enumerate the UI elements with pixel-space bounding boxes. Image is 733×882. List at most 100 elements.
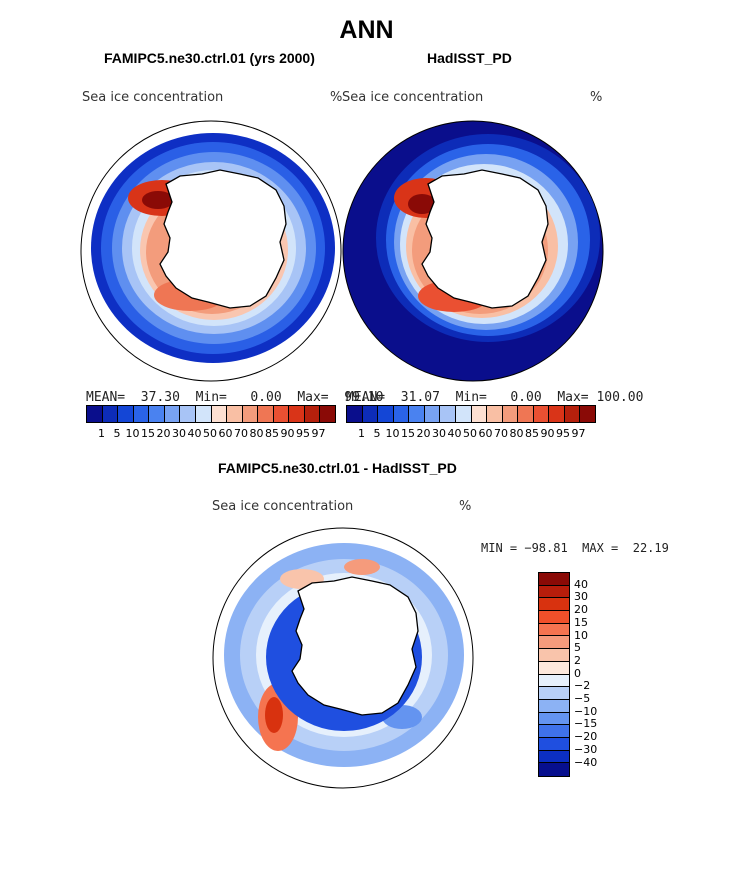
obs-variable-label: Sea ice concentration: [342, 90, 484, 105]
obs-colorbar-swatch: [580, 406, 595, 422]
diff-colorbar-tick-label: 2: [574, 653, 581, 667]
model-ice-field: [91, 133, 335, 363]
diff-colorbar-swatch: [539, 725, 569, 738]
obs-colorbar: [346, 405, 596, 423]
diff-antarctica-coastline: [291, 576, 419, 716]
obs-units-label: %: [590, 90, 603, 105]
model-colorbar-tick-label: 85: [265, 427, 279, 440]
diff-colorbar-tick-label: 5: [574, 641, 581, 655]
model-colorbar-tick-label: 50: [203, 427, 217, 440]
model-colorbar-tick-label: 5: [113, 427, 121, 440]
diff-colorbar-tick-label: 40: [574, 577, 588, 591]
model-panel-subtitle: FAMIPC5.ne30.ctrl.01 (yrs 2000): [104, 50, 315, 66]
model-variable-label: Sea ice concentration: [82, 90, 224, 105]
diff-colorbar-tick-label: 30: [574, 590, 588, 604]
diff-colorbar-swatch: [539, 611, 569, 624]
diff-colorbar-tick-label: −10: [574, 704, 598, 718]
obs-colorbar-swatch: [424, 406, 441, 422]
obs-sea-ice-map: [342, 120, 604, 382]
diff-colorbar-tick-label: −30: [574, 742, 598, 756]
model-colorbar: [86, 405, 336, 423]
model-colorbar-swatch: [273, 406, 290, 422]
obs-colorbar-swatch: [409, 406, 425, 422]
model-colorbar-tick-label: 15: [141, 427, 155, 440]
model-colorbar-swatch: [320, 406, 335, 422]
model-sea-ice-map: [80, 120, 342, 382]
diff-variable-label: Sea ice concentration: [212, 499, 354, 514]
model-colorbar-swatch: [133, 406, 150, 422]
model-ice-weddell-core: [142, 191, 174, 209]
obs-colorbar-tick-label: 50: [463, 427, 477, 440]
obs-colorbar-tick-label: 60: [478, 427, 493, 440]
obs-colorbar-ticks: 1 5 10 15 20 30 40 50 60 70 80 85 90 95 97: [346, 427, 596, 441]
diff-colorbar-tick-label: 0: [574, 666, 581, 680]
model-colorbar-tick-label: 30: [172, 427, 186, 440]
diff-colorbar-swatch: [539, 585, 569, 599]
diff-colorbar-ticks: 40 30 20 15 10 5 2 0 −2 −5 −10 −15 −20 −30 −40: [574, 572, 634, 782]
diff-positive-patch-2: [344, 559, 380, 575]
model-colorbar-tick-label: 95: [296, 427, 310, 440]
obs-colorbar-swatch: [455, 406, 472, 422]
model-colorbar-tick-label: 90: [280, 427, 295, 440]
obs-colorbar-swatch: [393, 406, 410, 422]
obs-colorbar-tick-label: 95: [556, 427, 570, 440]
diff-colorbar-swatch: [539, 661, 569, 675]
model-colorbar-tick-label: 10: [125, 427, 140, 440]
model-colorbar-tick-label: 1: [98, 427, 105, 440]
diff-colorbar-tick-label: 20: [574, 603, 588, 617]
model-colorbar-swatch: [304, 406, 321, 422]
obs-colorbar-tick-label: 90: [540, 427, 555, 440]
obs-colorbar-tick-label: 20: [416, 427, 431, 440]
obs-stats: MEAN= 31.07 Min= 0.00 Max= 100.00: [346, 390, 644, 405]
diff-colorbar: [538, 572, 570, 777]
obs-colorbar-swatch: [502, 406, 519, 422]
diff-panel-subtitle: FAMIPC5.ne30.ctrl.01 - HadISST_PD: [218, 460, 457, 476]
obs-colorbar-tick-label: 10: [385, 427, 400, 440]
diff-stats: MIN = −98.81 MAX = 22.19: [481, 541, 669, 555]
model-units-label: %: [330, 90, 343, 105]
obs-antarctica-coastline: [421, 169, 549, 309]
model-colorbar-swatch: [87, 406, 103, 422]
obs-colorbar-swatch: [533, 406, 550, 422]
obs-colorbar-tick-label: 70: [494, 427, 508, 440]
diff-colorbar-swatch: [539, 763, 569, 776]
diff-colorbar-tick-label: −20: [574, 730, 598, 744]
diff-ice-field: [224, 543, 464, 767]
model-colorbar-swatch: [180, 406, 196, 422]
diff-colorbar-swatch: [539, 623, 569, 637]
model-colorbar-swatch: [227, 406, 243, 422]
obs-colorbar-swatch: [362, 406, 379, 422]
model-colorbar-swatch: [118, 406, 134, 422]
diff-colorbar-swatch: [539, 649, 569, 662]
diff-colorbar-swatch: [539, 737, 569, 751]
model-colorbar-tick-label: 20: [156, 427, 171, 440]
obs-colorbar-swatch: [378, 406, 394, 422]
diff-sea-ice-map: [212, 527, 474, 789]
diff-colorbar-swatch: [539, 687, 569, 700]
model-colorbar-swatch: [258, 406, 274, 422]
diff-colorbar-tick-label: 10: [574, 628, 588, 642]
obs-colorbar-swatch: [440, 406, 456, 422]
model-colorbar-tick-label: 97: [311, 427, 326, 440]
diff-colorbar-swatch: [539, 636, 569, 650]
obs-colorbar-tick-label: 30: [432, 427, 446, 440]
diff-colorbar-tick-label: −40: [574, 755, 598, 769]
diff-units-label: %: [459, 499, 472, 514]
obs-colorbar-tick-label: 40: [447, 427, 462, 440]
obs-panel-subtitle: HadISST_PD: [427, 50, 512, 66]
obs-colorbar-swatch: [471, 406, 488, 422]
model-colorbar-swatch: [211, 406, 228, 422]
obs-colorbar-tick-label: 1: [358, 427, 365, 440]
diff-colorbar-swatch: [539, 674, 569, 688]
model-colorbar-swatch: [289, 406, 305, 422]
diff-positive-patch-ross-core: [265, 697, 283, 733]
model-colorbar-tick-label: 60: [218, 427, 233, 440]
diff-colorbar-swatch: [539, 573, 569, 586]
model-colorbar-tick-label: 40: [187, 427, 202, 440]
diff-colorbar-swatch: [539, 699, 569, 713]
diff-colorbar-tick-label: 15: [574, 615, 588, 629]
model-stats: MEAN= 37.30 Min= 0.00 Max= 99.10: [86, 390, 384, 405]
obs-colorbar-swatch: [487, 406, 503, 422]
model-colorbar-tick-label: 70: [234, 427, 248, 440]
diff-colorbar-tick-label: −5: [574, 692, 591, 705]
